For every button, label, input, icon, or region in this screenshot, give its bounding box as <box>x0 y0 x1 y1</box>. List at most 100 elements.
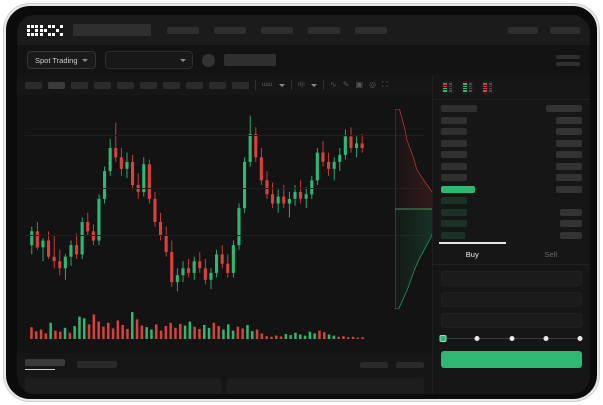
order-book-price <box>441 128 467 135</box>
line-chart-icon[interactable]: ∿ <box>330 80 337 89</box>
header-action-1[interactable] <box>508 26 538 34</box>
total-field[interactable] <box>441 313 582 328</box>
tab-sell[interactable]: Sell <box>544 250 557 259</box>
bids-only-icon[interactable] <box>461 81 474 94</box>
chevron-down-icon[interactable] <box>311 83 318 87</box>
interval-tab-2[interactable] <box>48 81 65 89</box>
order-book-row[interactable] <box>441 220 582 227</box>
right-panel: Buy Sell <box>432 75 590 394</box>
slider-stop-25[interactable] <box>474 335 480 341</box>
orders-action-1[interactable] <box>360 361 388 368</box>
interval-tab-6[interactable] <box>140 81 157 89</box>
ticker-name <box>223 54 276 66</box>
order-book-amount <box>556 174 582 181</box>
market-type-select[interactable]: Spot Trading <box>27 51 96 69</box>
nav-item-1[interactable] <box>167 26 199 34</box>
order-book-price <box>441 208 467 216</box>
interval-tab-7[interactable] <box>163 81 180 89</box>
submit-buy-button[interactable] <box>441 351 582 368</box>
ticker-stat-2 <box>556 61 580 66</box>
asks-only-icon[interactable] <box>481 81 494 94</box>
okx-logo[interactable] <box>27 24 63 36</box>
logo-x <box>52 24 63 36</box>
logo-o <box>27 24 38 36</box>
nav-item-3[interactable] <box>261 26 293 34</box>
amount-slider[interactable] <box>439 334 583 344</box>
search-input[interactable] <box>73 24 151 36</box>
orders-panel <box>17 353 432 394</box>
orders-tab-row <box>25 359 424 371</box>
order-book-price <box>441 105 477 112</box>
chart-toolbar: ɯɯ ıl|ı ∿ ✎ ▣ ◎ ⛶ <box>17 75 432 95</box>
order-book-row[interactable] <box>441 208 582 216</box>
header-nav <box>167 26 387 34</box>
order-book-amount <box>556 139 582 147</box>
fullscreen-icon[interactable]: ⛶ <box>382 80 388 89</box>
interval-tab-3[interactable] <box>71 81 88 89</box>
nav-item-4[interactable] <box>308 26 340 34</box>
order-book-row[interactable] <box>441 128 582 135</box>
market-type-label: Spot Trading <box>35 55 78 65</box>
order-book-amount <box>556 151 582 158</box>
ticker-stat-stack <box>556 54 580 66</box>
orders-tab-1[interactable] <box>25 359 65 371</box>
interval-tab-5[interactable] <box>117 81 134 89</box>
both-sides-icon[interactable] <box>441 81 454 94</box>
header-action-2[interactable] <box>550 26 580 34</box>
logo-k <box>39 24 51 36</box>
order-book-price <box>441 116 467 124</box>
candlestick-chart[interactable] <box>17 95 395 310</box>
price-field[interactable] <box>441 271 582 286</box>
order-book-amount <box>546 105 582 112</box>
trade-side-tabs: Buy Sell <box>433 242 590 265</box>
orders-box-1[interactable] <box>25 378 221 394</box>
slider-stop-75[interactable] <box>543 335 549 341</box>
order-book-row[interactable] <box>441 162 582 170</box>
nav-item-5[interactable] <box>355 26 387 34</box>
toolbar-divider <box>255 80 256 90</box>
amount-field[interactable] <box>441 292 582 307</box>
ticker-stat-1 <box>556 54 580 59</box>
order-book-row[interactable] <box>441 105 582 112</box>
order-book-price <box>441 151 467 158</box>
slider-stop-0[interactable] <box>439 334 447 342</box>
interval-tab-1[interactable] <box>25 81 42 89</box>
chevron-down-icon[interactable] <box>278 83 285 87</box>
chart-panel[interactable] <box>17 95 440 353</box>
order-book-row[interactable] <box>441 174 582 181</box>
chart-type-label[interactable]: ıl|ı <box>297 82 306 88</box>
pair-select[interactable] <box>104 51 193 69</box>
orders-body <box>25 378 424 394</box>
interval-tab-10[interactable] <box>232 81 249 89</box>
order-book-rows[interactable] <box>433 100 590 239</box>
pencil-icon[interactable]: ✎ <box>342 80 350 89</box>
order-book-row[interactable] <box>441 116 582 124</box>
tab-buy[interactable]: Buy <box>433 242 512 264</box>
nav-item-2[interactable] <box>214 26 246 34</box>
interval-tab-8[interactable] <box>186 81 203 89</box>
order-book-row[interactable] <box>441 231 582 239</box>
order-book-amount <box>560 220 582 227</box>
interval-tabs <box>25 81 249 89</box>
orders-action-2[interactable] <box>396 361 424 368</box>
orders-actions <box>360 361 424 368</box>
order-book-row[interactable] <box>441 151 582 158</box>
device-frame: Spot Trading ɯɯ <box>4 4 599 401</box>
interval-tab-4[interactable] <box>94 81 111 89</box>
volume-chart <box>30 312 364 339</box>
settings-icon[interactable]: ◎ <box>369 80 376 89</box>
orders-box-2[interactable] <box>227 378 424 394</box>
orders-tab-2[interactable] <box>77 361 117 369</box>
indicators-label[interactable]: ɯɯ <box>262 82 273 88</box>
order-book-row[interactable] <box>441 197 582 204</box>
camera-icon[interactable]: ▣ <box>355 80 364 89</box>
order-book-view-modes <box>433 75 590 100</box>
slider-stop-100[interactable] <box>577 335 583 341</box>
order-book-row[interactable] <box>441 139 582 147</box>
interval-tab-9[interactable] <box>209 81 226 89</box>
order-book-price <box>441 185 475 193</box>
top-header <box>17 15 590 45</box>
slider-stop-50[interactable] <box>509 335 514 341</box>
order-book-row[interactable] <box>441 185 582 193</box>
sub-header: Spot Trading <box>17 45 590 75</box>
